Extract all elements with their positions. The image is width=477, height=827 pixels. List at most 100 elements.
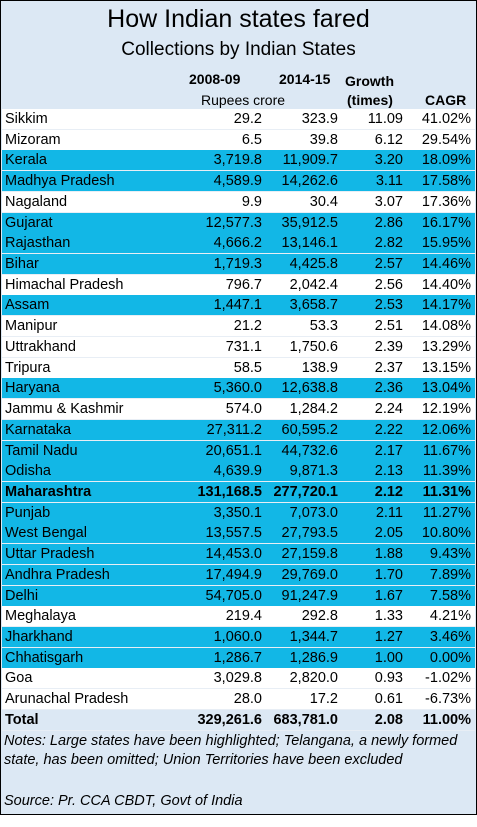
table-cell: 11.31% xyxy=(422,483,471,500)
table-cell: 3,658.7 xyxy=(289,297,338,314)
table-cell: 0.61 xyxy=(374,691,403,708)
state-name: Himachal Pradesh xyxy=(5,276,124,293)
column-header: 2014-15 xyxy=(279,71,331,87)
table-cell: 323.9 xyxy=(301,111,338,127)
table-cell: 17.58% xyxy=(421,173,471,190)
table-cell: 2.57 xyxy=(374,256,403,273)
table-cell: 29.2 xyxy=(233,111,262,127)
table-row: Total 329,261.6 683,781.0 2.08 11.00% xyxy=(2,709,475,731)
table-cell: 1,344.7 xyxy=(289,629,338,645)
table-cell: 54,705.0 xyxy=(205,587,262,604)
state-name: Karnataka xyxy=(5,421,72,438)
table-row: Arunachal Pradesh 28.0 17.2 0.61 -6.73% xyxy=(2,689,475,711)
table-cell: 2,042.4 xyxy=(289,276,338,293)
table-cell: 683,781.0 xyxy=(273,711,338,728)
table-cell: 27,311.2 xyxy=(206,421,262,438)
table-cell: 1.27 xyxy=(374,629,403,645)
state-name: Chhatisgarh xyxy=(5,649,84,666)
table-cell: 13,146.1 xyxy=(281,235,338,252)
table-cell: 3.20 xyxy=(374,152,403,169)
column-header: CAGR xyxy=(425,92,467,108)
table-cell: 9.43% xyxy=(429,546,471,563)
table-cell: 11.67% xyxy=(422,442,471,459)
table-cell: 30.4 xyxy=(309,193,338,210)
table-cell: 4,425.8 xyxy=(289,256,338,273)
table-cell: 1.67 xyxy=(374,587,403,604)
table-cell: 0.00% xyxy=(429,649,471,666)
table-cell: 15.95% xyxy=(421,235,471,252)
table-row: Tamil Nadu 20,651.1 44,732.6 2.17 11.67% xyxy=(2,440,475,462)
table-cell: 13,557.5 xyxy=(205,525,262,542)
table-cell: 14,262.6 xyxy=(281,173,338,190)
table-cell: 13.15% xyxy=(421,359,471,376)
state-name: Tamil Nadu xyxy=(5,442,78,459)
column-header: Growth xyxy=(345,73,394,89)
state-name: Uttrakhand xyxy=(5,338,76,355)
table-cell: 2.86 xyxy=(374,214,403,231)
table-row: Bihar 1,719.3 4,425.8 2.57 14.46% xyxy=(2,254,475,276)
table-cell: 11.00% xyxy=(422,711,471,728)
table-row: Mizoram 6.5 39.8 6.12 29.54% xyxy=(2,129,475,151)
table-cell: 3,029.8 xyxy=(213,670,262,687)
table-cell: 2.37 xyxy=(374,359,403,376)
table-cell: 41.02% xyxy=(421,111,471,127)
table-cell: 27,793.5 xyxy=(281,525,338,542)
table-cell: 16.17% xyxy=(421,214,471,231)
table-cell: 2.82 xyxy=(374,235,403,252)
state-name: Goa xyxy=(5,670,33,687)
table-cell: 18.09% xyxy=(421,152,471,169)
table-cell: 60,595.2 xyxy=(281,421,338,438)
table-cell: 2.56 xyxy=(374,276,403,293)
state-name: West Bengal xyxy=(5,525,87,542)
table-cell: 1,447.1 xyxy=(213,297,262,314)
table-cell: 1,719.3 xyxy=(213,256,262,273)
table-cell: 1,286.7 xyxy=(213,649,262,666)
table-cell: 2.53 xyxy=(374,297,403,314)
table-cell: 2.13 xyxy=(374,463,403,480)
table-row: Jharkhand 1,060.0 1,344.7 1.27 3.46% xyxy=(2,627,475,648)
table-cell: 12.06% xyxy=(421,421,471,438)
table-row: Sikkim 29.2 323.9 11.09 41.02% xyxy=(2,109,475,130)
table-cell: 2.51 xyxy=(374,318,403,335)
table-cell: 4,666.2 xyxy=(213,235,262,252)
table-cell: 1.70 xyxy=(374,566,403,583)
table-cell: 28.0 xyxy=(233,691,262,708)
table-cell: 11.27% xyxy=(422,504,471,521)
table-cell: 44,732.6 xyxy=(281,442,338,459)
state-name: Punjab xyxy=(5,504,51,521)
state-name: Arunachal Pradesh xyxy=(5,691,129,708)
title: How Indian states fared xyxy=(107,5,370,33)
table-cell: 131,168.5 xyxy=(197,483,262,500)
table-cell: 58.5 xyxy=(233,359,262,376)
subtitle: Collections by Indian States xyxy=(121,39,356,60)
table-cell: 2.24 xyxy=(374,401,403,418)
table-cell: 14.17% xyxy=(421,297,471,314)
unit-label: Rupees crore xyxy=(201,92,286,108)
table-row: Chhatisgarh 1,286.7 1,286.9 1.00 0.00% xyxy=(2,647,475,669)
state-name: Madhya Pradesh xyxy=(5,173,115,190)
state-name: Maharashtra xyxy=(5,483,92,500)
table-cell: 14.46% xyxy=(421,256,471,273)
table-row: Karnataka 27,311.2 60,595.2 2.22 12.06% xyxy=(2,419,475,441)
table-cell: 2,820.0 xyxy=(289,670,338,687)
table-cell: 20,651.1 xyxy=(205,442,262,459)
table-row: Gujarat 12,577.3 35,912.5 2.86 16.17% xyxy=(2,212,475,234)
state-name: Bihar xyxy=(5,256,39,273)
column-header: 2008-09 xyxy=(189,71,241,87)
table-cell: 9,871.3 xyxy=(289,463,338,480)
table-cell: 3,719.8 xyxy=(213,152,262,169)
table-cell: 9.9 xyxy=(241,193,262,210)
state-name: Nagaland xyxy=(5,193,68,210)
table-cell: 14,453.0 xyxy=(205,546,262,563)
state-name: Gujarat xyxy=(5,214,53,231)
table-cell: 14.40% xyxy=(421,276,471,293)
table-cell: 11,909.7 xyxy=(282,152,338,169)
table-cell: 2.12 xyxy=(374,483,403,500)
state-name: Delhi xyxy=(5,587,39,604)
table-row: Himachal Pradesh 796.7 2,042.4 2.56 14.40% xyxy=(2,274,475,296)
state-name: Jharkhand xyxy=(5,629,73,645)
table-cell: 17.2 xyxy=(309,691,338,708)
table-cell: 3,350.1 xyxy=(213,504,262,521)
table-row: Andhra Pradesh 17,494.9 29,769.0 1.70 7.89% xyxy=(2,564,475,586)
